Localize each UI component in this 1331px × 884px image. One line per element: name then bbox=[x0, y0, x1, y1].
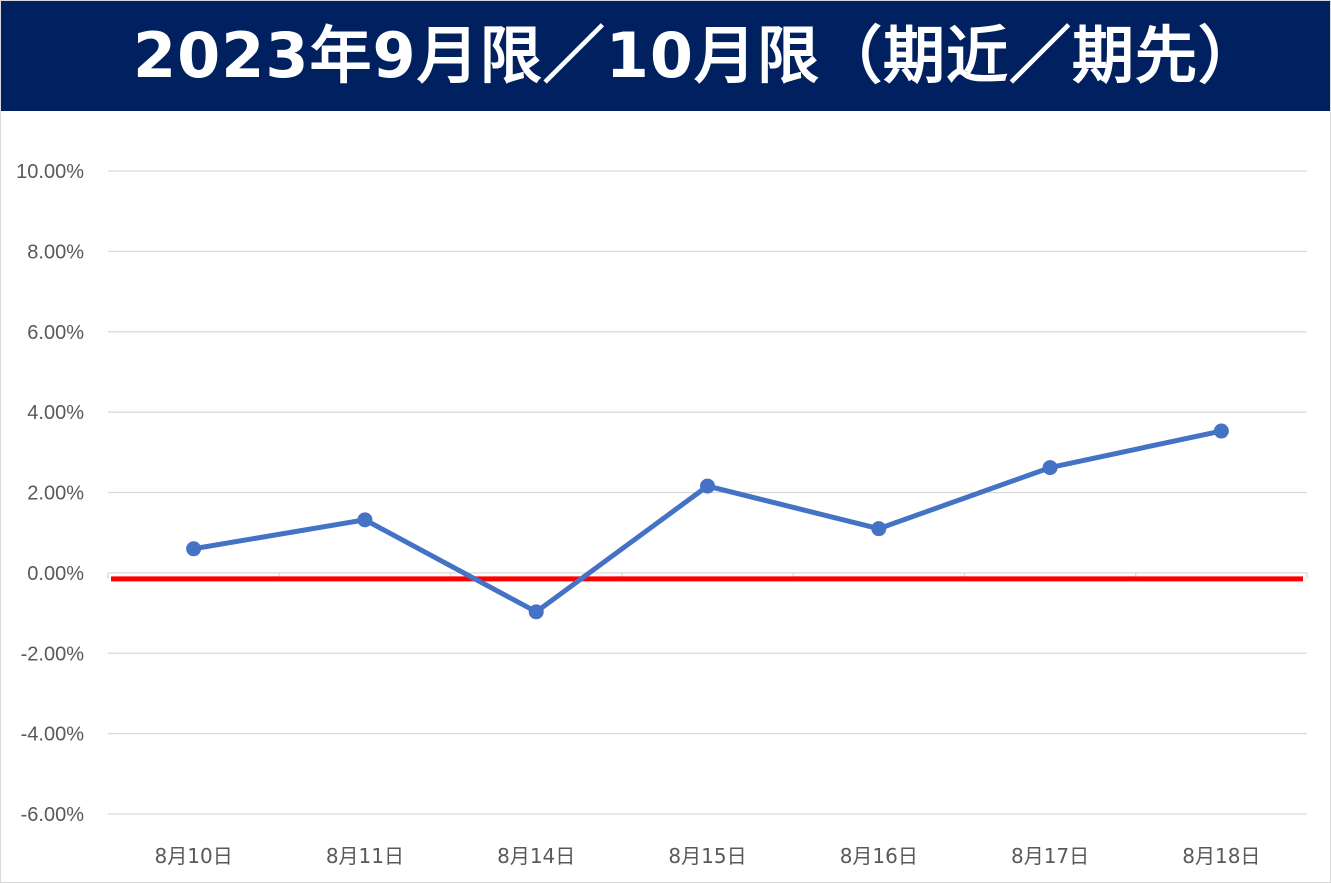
y-axis: -6.00% -4.00% -2.00% 0.00% 2.00% 4.00% 6.00% 8.… bbox=[16, 161, 84, 826]
chart-title: 2023年9月限／10月限（期近／期先） bbox=[133, 19, 1261, 92]
y-tick-label: 2.00% bbox=[27, 483, 84, 505]
data-point bbox=[700, 478, 715, 494]
x-tick-label: 8月16日 bbox=[840, 844, 918, 868]
y-tick-label: 10.00% bbox=[16, 161, 84, 183]
x-tick-label: 8月18日 bbox=[1182, 844, 1260, 868]
x-tick-label: 8月11日 bbox=[326, 844, 404, 868]
data-point bbox=[186, 541, 202, 557]
data-point bbox=[1042, 460, 1058, 476]
data-point bbox=[357, 512, 373, 528]
series-layer bbox=[186, 423, 1229, 620]
data-point bbox=[871, 521, 887, 537]
y-tick-label: -6.00% bbox=[21, 804, 85, 826]
y-tick-label: 6.00% bbox=[27, 322, 84, 344]
y-tick-label: 4.00% bbox=[27, 402, 84, 424]
x-tick-label: 8月10日 bbox=[155, 844, 233, 868]
series-line bbox=[193, 428, 1222, 615]
x-tick-label: 8月14日 bbox=[497, 844, 575, 868]
x-tick-labels: 8月10日 8月11日 8月14日 8月15日 8月16日 8月17日 8月18日 bbox=[155, 844, 1261, 868]
x-tick-label: 8月15日 bbox=[668, 844, 746, 868]
data-point bbox=[528, 604, 544, 620]
y-tick-label: 8.00% bbox=[27, 241, 84, 263]
data-point bbox=[1213, 423, 1229, 439]
x-tick-label: 8月17日 bbox=[1011, 844, 1089, 868]
y-tick-label: -4.00% bbox=[21, 724, 85, 746]
title-bar: 2023年9月限／10月限（期近／期先） bbox=[1, 1, 1330, 111]
y-tick-label: 0.00% bbox=[27, 563, 84, 585]
grid bbox=[108, 170, 1307, 815]
y-tick-label: -2.00% bbox=[21, 643, 85, 665]
